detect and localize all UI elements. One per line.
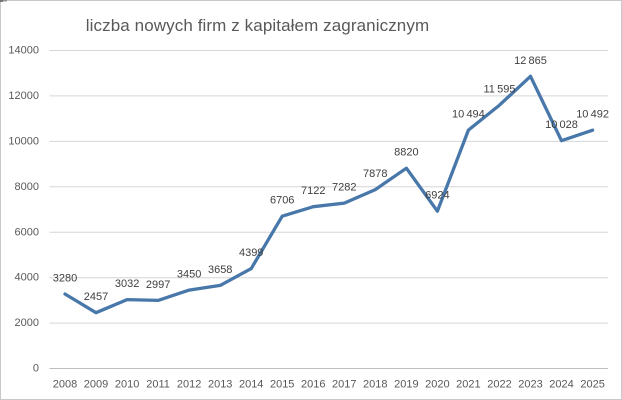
svg-text:2019: 2019 <box>394 379 418 391</box>
svg-text:2023: 2023 <box>518 379 542 391</box>
svg-text:2025: 2025 <box>580 379 604 391</box>
svg-text:2015: 2015 <box>270 379 294 391</box>
svg-text:10000: 10000 <box>8 135 39 147</box>
svg-text:2457: 2457 <box>84 291 108 303</box>
svg-text:6000: 6000 <box>15 226 39 238</box>
svg-text:12000: 12000 <box>8 90 39 102</box>
svg-text:10 028: 10 028 <box>545 119 578 131</box>
svg-text:8820: 8820 <box>394 147 418 159</box>
svg-text:10 494: 10 494 <box>452 109 485 121</box>
svg-text:6706: 6706 <box>270 195 294 207</box>
svg-text:4399: 4399 <box>239 247 263 259</box>
svg-text:2021: 2021 <box>456 379 480 391</box>
svg-text:7878: 7878 <box>363 168 387 180</box>
svg-text:liczba nowych firm z kapitałem: liczba nowych firm z kapitałem zagranicz… <box>86 16 429 35</box>
svg-text:2997: 2997 <box>146 279 170 291</box>
svg-text:3658: 3658 <box>208 264 232 276</box>
svg-text:3450: 3450 <box>177 269 201 281</box>
svg-text:11 595: 11 595 <box>484 84 516 96</box>
svg-text:3280: 3280 <box>53 273 77 285</box>
svg-text:0: 0 <box>33 363 39 375</box>
svg-text:2016: 2016 <box>301 379 325 391</box>
svg-text:10 492: 10 492 <box>576 109 609 121</box>
svg-text:7122: 7122 <box>301 185 325 197</box>
svg-text:12 865: 12 865 <box>514 55 547 67</box>
svg-text:2012: 2012 <box>177 379 201 391</box>
svg-text:2010: 2010 <box>115 379 139 391</box>
svg-text:7282: 7282 <box>332 182 356 194</box>
svg-text:2024: 2024 <box>549 379 573 391</box>
svg-text:2008: 2008 <box>53 379 77 391</box>
svg-text:14000: 14000 <box>8 45 39 57</box>
svg-text:2000: 2000 <box>15 317 39 329</box>
svg-text:2022: 2022 <box>487 379 511 391</box>
svg-text:2020: 2020 <box>425 379 449 391</box>
svg-text:2018: 2018 <box>363 379 387 391</box>
svg-text:4000: 4000 <box>15 272 39 284</box>
svg-text:2017: 2017 <box>332 379 356 391</box>
svg-text:2014: 2014 <box>239 379 263 391</box>
svg-text:8000: 8000 <box>15 181 39 193</box>
svg-text:2011: 2011 <box>146 379 170 391</box>
svg-text:6924: 6924 <box>425 190 449 202</box>
svg-text:2013: 2013 <box>208 379 232 391</box>
svg-text:2009: 2009 <box>84 379 108 391</box>
svg-text:3032: 3032 <box>115 278 139 290</box>
